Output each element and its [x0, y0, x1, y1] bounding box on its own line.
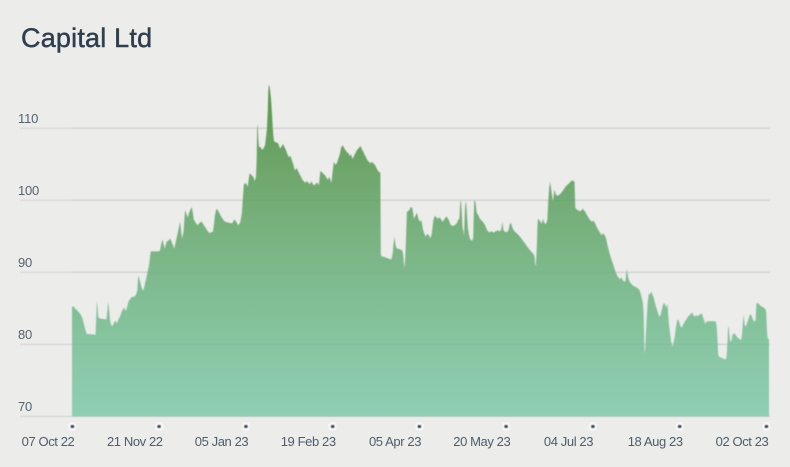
svg-text:110: 110	[18, 111, 38, 126]
svg-text:19 Feb 23: 19 Feb 23	[281, 434, 336, 449]
svg-text:20 May 23: 20 May 23	[453, 434, 510, 449]
svg-text:02 Oct 23: 02 Oct 23	[716, 434, 769, 449]
svg-text:21 Nov 22: 21 Nov 22	[107, 434, 163, 449]
svg-text:80: 80	[18, 327, 32, 342]
svg-text:18 Aug 23: 18 Aug 23	[628, 434, 683, 449]
svg-text:70: 70	[18, 399, 32, 414]
svg-text:90: 90	[18, 255, 32, 270]
svg-text:100: 100	[18, 183, 39, 198]
svg-text:07 Oct 22: 07 Oct 22	[22, 434, 75, 449]
svg-text:05 Apr 23: 05 Apr 23	[369, 434, 421, 449]
svg-text:05 Jan 23: 05 Jan 23	[195, 434, 249, 449]
svg-text:04 Jul 23: 04 Jul 23	[544, 434, 593, 449]
